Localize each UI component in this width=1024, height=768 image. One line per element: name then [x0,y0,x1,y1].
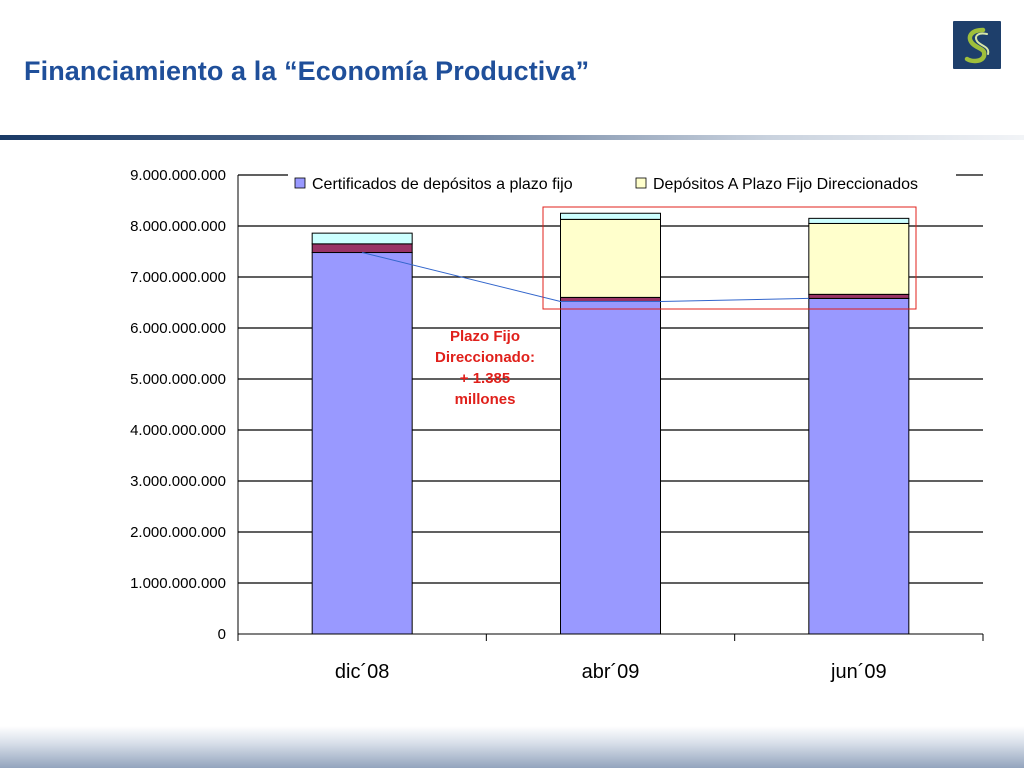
stacked-bar-chart: 0 1.000.000.000 2.000.000.000 3.000.000.000… [130,167,984,683]
y-tick-label: 2.000.000.000 [130,524,226,541]
bar-segment-series-3 [808,217,910,224]
y-tick-label: 5.000.000.000 [130,371,226,388]
axes: 0 1.000.000.000 2.000.000.000 3.000.000.000… [130,167,984,683]
annotation-line-3: + 1.385 [459,370,511,387]
highlight-box [542,206,917,310]
footer-band [0,726,1024,768]
y-tick-label: 4.000.000.000 [130,422,226,439]
bars [311,212,910,635]
legend-background [288,170,956,198]
annotation-line-4: millones [454,391,516,408]
bar-segment-series-2 [808,222,910,295]
connector-lines [362,252,809,302]
legend-label-certificados: Certificados de depósitos a plazo fijo [312,176,573,193]
bar-segment-series-3 [311,232,413,245]
x-category-label: abr´09 [582,661,640,683]
y-tick-label: 6.000.000.000 [130,320,226,337]
legend-swatch-direccionados [635,177,647,189]
y-tick-label: 8.000.000.000 [130,218,226,235]
annotation-line-1: Plazo Fijo [449,328,520,345]
y-tick-label: 0 [218,626,226,643]
plazo-fijo-annotation: Plazo Fijo Direccionado: + 1.385 millone… [412,326,558,410]
y-tick-label: 1.000.000.000 [130,575,226,592]
bar-segment-series-3 [560,212,661,220]
annotation-line-2: Direccionado: [434,349,536,366]
s-swirl-logo-icon [953,21,1001,69]
legend-swatch-certificados [294,177,306,189]
bar-segment-series-1 [560,296,661,302]
y-tick-label: 7.000.000.000 [130,269,226,286]
y-tick-label: 3.000.000.000 [130,473,226,490]
slide-title: Financiamiento a la “Economía Productiva… [24,56,590,86]
bar-segment-series-2 [560,218,661,298]
title-divider [0,135,1024,140]
bar-segment-series-1 [808,293,910,299]
bar-segment-series-0 [808,297,910,635]
legend: Certificados de depósitos a plazo fijo D… [294,176,918,193]
bar-segment-series-0 [311,252,413,635]
x-category-label: dic´08 [335,661,389,683]
bar-segment-series-1 [311,243,413,254]
legend-label-direccionados: Depósitos A Plazo Fijo Direccionados [653,176,918,193]
y-tick-label: 9.000.000.000 [130,167,226,184]
bar-segment-series-0 [560,300,661,635]
x-category-label: jun´09 [830,661,887,683]
series-connector-line [362,252,809,302]
